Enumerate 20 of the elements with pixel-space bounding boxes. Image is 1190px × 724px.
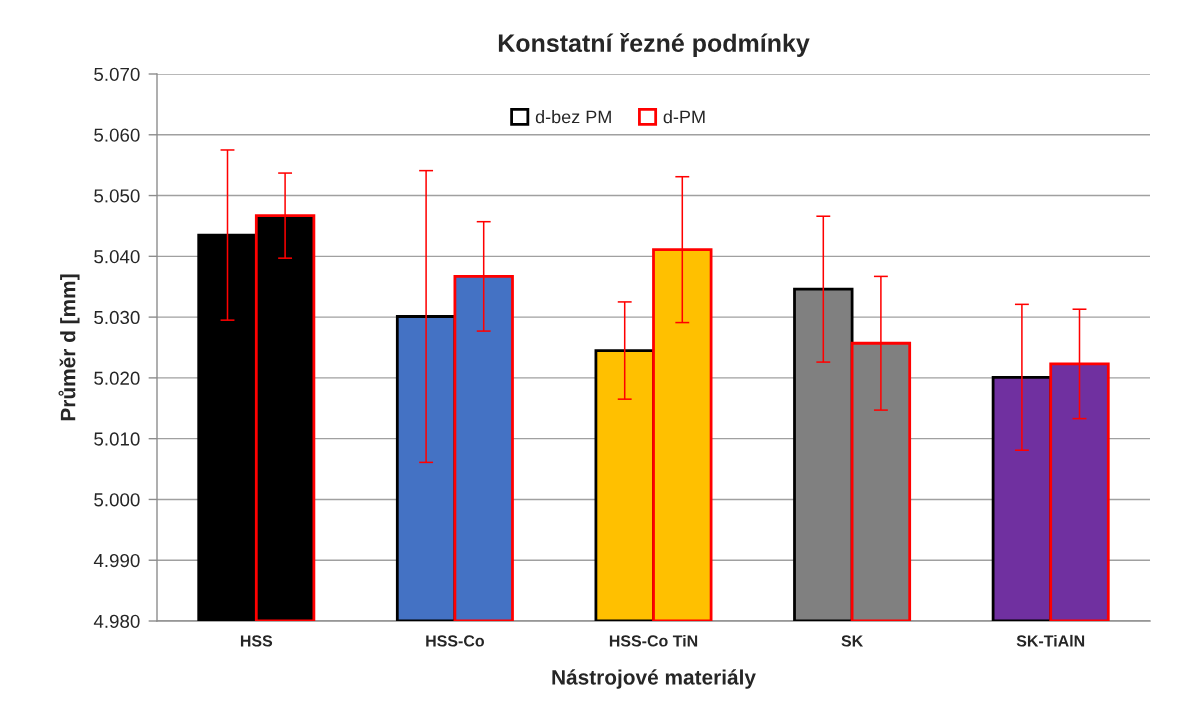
y-tick-label: 4.980 [93, 614, 140, 628]
y-tick-label: 5.040 [94, 250, 140, 264]
y-tick-label: 5.000 [94, 493, 140, 507]
y-tick-label: 5.050 [94, 189, 140, 203]
y-axis-title: Průměr d [mm] [58, 274, 80, 421]
chart-title: Konstatní řezné podmínky [498, 33, 810, 57]
x-tick-label: SK-TiAlN [1016, 634, 1085, 647]
y-tick-label: 5.020 [94, 371, 140, 385]
legend-label: d-bez PM [535, 110, 611, 124]
y-tick-label: 5.010 [94, 432, 140, 446]
legend-label: d-PM [663, 110, 705, 124]
x-tick-label: HSS-Co [426, 635, 484, 647]
y-tick-label: 5.030 [94, 310, 140, 325]
x-axis-title: Nástrojové materiály [552, 669, 756, 689]
x-tick-label: HSS-Co TiN [609, 634, 698, 647]
y-tick-label: 5.070 [94, 67, 140, 81]
x-tick-label: HSS [240, 635, 273, 647]
y-tick-label: 5.060 [94, 128, 140, 142]
y-tick-label: 4.990 [93, 553, 140, 568]
x-tick-label: SK [841, 635, 864, 647]
